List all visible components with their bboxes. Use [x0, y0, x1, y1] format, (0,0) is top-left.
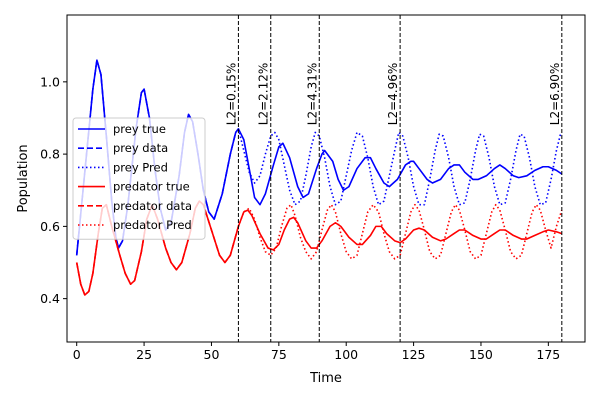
x-tick-label: 0 — [73, 347, 81, 362]
x-axis-label: Time — [309, 371, 342, 386]
plot-frame — [66, 14, 586, 343]
y-axis-label: Population — [16, 144, 31, 212]
x-tick-label: 75 — [271, 347, 287, 362]
series-predator-data — [75, 200, 240, 296]
x-tick-label: 100 — [334, 347, 358, 362]
series-prey-pred — [237, 128, 563, 206]
legend-label: predator Pred — [113, 218, 192, 232]
vline-layer — [237, 15, 563, 342]
series-predator-pred — [237, 203, 563, 260]
annotation-label: L2=2.12% — [257, 63, 271, 126]
x-tick-label: 150 — [469, 347, 493, 362]
y-tick-label: 0.4 — [40, 291, 60, 306]
series-predator-true — [75, 200, 563, 296]
legend: prey true prey data prey Pred predator true… — [72, 117, 206, 240]
annotation-label: L2=4.31% — [305, 63, 319, 126]
y-tick-label: 1.0 — [40, 74, 60, 89]
x-tick-label: 25 — [136, 347, 152, 362]
annotation-label: L2=6.90% — [548, 63, 562, 126]
x-tick-label: 175 — [536, 347, 560, 362]
annotation-layer: L2=0.15% L2=2.12% L2=4.31% L2=4.96% L2=6.90% — [224, 63, 561, 126]
y-tick-label: 0.8 — [40, 147, 60, 162]
annotation-label: L2=4.96% — [386, 63, 400, 126]
legend-label: predator data — [113, 199, 192, 213]
x-tick-label: 50 — [204, 347, 220, 362]
x-tick-label: 125 — [402, 347, 426, 362]
annotation-label: L2=0.15% — [224, 63, 238, 125]
x-axis: 0 25 50 75 100 125 150 175 — [73, 342, 560, 362]
y-tick-label: 0.6 — [40, 219, 60, 234]
legend-box — [72, 117, 206, 240]
legend-label: prey data — [113, 141, 168, 155]
legend-label: prey Pred — [113, 160, 168, 174]
legend-label: prey true — [113, 122, 166, 136]
legend-label: predator true — [113, 180, 190, 194]
y-axis: 0.4 0.6 0.8 1.0 — [40, 74, 67, 306]
